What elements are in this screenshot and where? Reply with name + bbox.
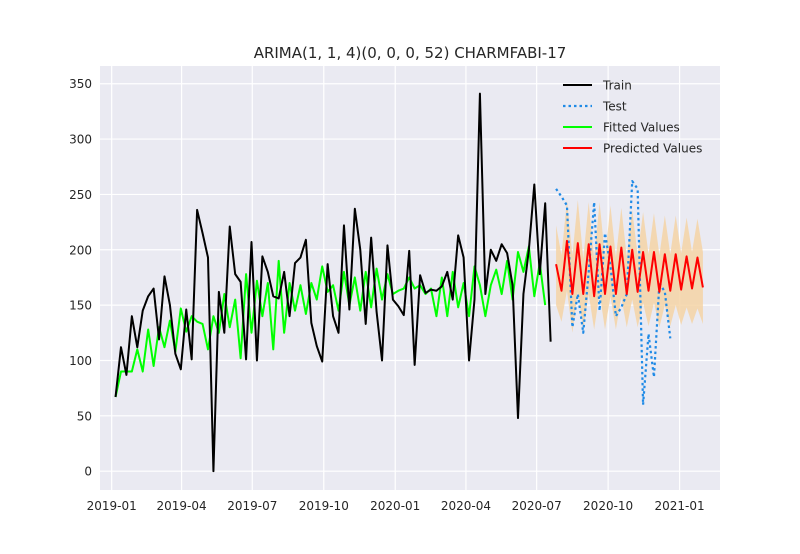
x-tick-label: 2019-01 <box>87 499 137 513</box>
train-line <box>114 92 552 473</box>
y-tick-label: 200 <box>69 243 92 257</box>
y-tick-label: 0 <box>84 465 92 479</box>
legend-label-fitted-values: Fitted Values <box>603 121 680 135</box>
x-tick-label: 2020-01 <box>370 499 420 513</box>
x-axis-ticks: 2019-01 2019-04 2019-07 2019-10 2020-01 2020-… <box>87 499 705 513</box>
x-tick-label: 2020-04 <box>441 499 491 513</box>
legend: Train Test Fitted Values Predicted Values <box>563 79 702 156</box>
x-tick-label: 2019-04 <box>157 499 207 513</box>
x-tick-label: 2020-10 <box>583 499 633 513</box>
legend-label-predicted-values: Predicted Values <box>603 142 702 156</box>
y-tick-label: 50 <box>77 409 92 423</box>
x-tick-label: 2021-01 <box>655 499 705 513</box>
series-lines <box>114 92 704 473</box>
test-line <box>555 180 672 406</box>
chart-title: ARIMA(1, 1, 4)(0, 0, 0, 52) CHARMFABI-17 <box>254 44 567 62</box>
legend-label-train: Train <box>602 79 632 93</box>
predicted-values-line <box>555 239 704 298</box>
y-tick-label: 300 <box>69 133 92 147</box>
y-axis-ticks: 0 50 100 150 200 250 300 350 <box>69 77 92 478</box>
y-tick-label: 250 <box>69 188 92 202</box>
y-tick-label: 350 <box>69 77 92 91</box>
x-tick-label: 2020-07 <box>512 499 562 513</box>
y-tick-label: 150 <box>69 299 92 313</box>
x-tick-label: 2019-07 <box>227 499 277 513</box>
legend-label-test: Test <box>602 100 627 114</box>
x-tick-label: 2019-10 <box>299 499 349 513</box>
y-tick-label: 100 <box>69 354 92 368</box>
